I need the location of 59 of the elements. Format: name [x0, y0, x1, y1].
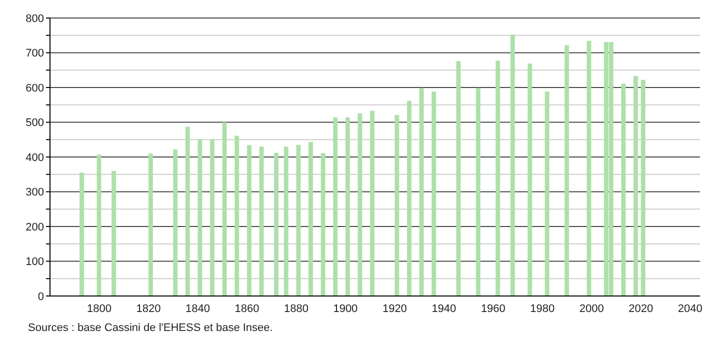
bar: [234, 136, 240, 296]
x-tick-label: 1960: [480, 302, 506, 315]
x-tick-label: 1860: [234, 302, 260, 315]
y-tick-label: 300: [26, 186, 44, 199]
bar: [456, 61, 461, 296]
y-tick-label: 500: [26, 117, 44, 130]
bar: [173, 149, 178, 296]
x-tick-label: 1900: [333, 302, 358, 315]
bar: [345, 117, 350, 296]
bar: [185, 126, 190, 296]
bar: [222, 122, 227, 296]
y-tick-label: 700: [26, 48, 44, 60]
y-tick-label: 600: [26, 82, 44, 94]
source-note: Sources : base Cassini de l'EHESS et base Insee.: [28, 322, 274, 334]
x-tick-label: 1980: [530, 302, 555, 315]
bar: [358, 113, 362, 296]
x-tick-label: 2000: [579, 302, 604, 315]
bar: [333, 117, 338, 296]
bar: [394, 114, 400, 296]
bar: [432, 92, 436, 296]
bar: [148, 154, 153, 296]
bar: [112, 170, 116, 296]
bar: [198, 140, 202, 296]
bar: [544, 92, 550, 296]
bar: [80, 172, 84, 296]
y-tick-label: 0: [38, 290, 44, 303]
x-tick-label: 1820: [136, 302, 161, 315]
bar: [564, 45, 570, 296]
bar: [419, 88, 424, 296]
bar: [496, 60, 500, 296]
bar: [510, 34, 515, 296]
y-tick-label: 100: [26, 256, 44, 268]
y-tick-label: 200: [26, 221, 44, 234]
y-tick-label: 400: [26, 152, 44, 164]
x-tick-label: 2020: [628, 302, 654, 315]
bar: [370, 110, 375, 296]
x-tick-label: 1880: [284, 302, 308, 315]
bar: [640, 80, 646, 296]
x-tick-label: 1800: [87, 302, 112, 315]
bar: [308, 142, 313, 296]
x-tick-label: 2040: [678, 302, 702, 315]
bar: [407, 100, 412, 296]
x-tick-label: 1920: [382, 302, 407, 315]
bar: [634, 76, 638, 296]
bar: [320, 153, 326, 296]
bar: [621, 84, 626, 296]
bar: [210, 140, 214, 296]
x-tick-label: 1940: [432, 302, 456, 315]
x-tick-label: 1840: [185, 302, 210, 315]
bar: [296, 144, 301, 296]
bar: [528, 64, 532, 296]
bar: [586, 40, 592, 296]
bar: [284, 146, 288, 296]
bar: [274, 152, 278, 296]
y-tick-label: 800: [26, 12, 44, 25]
bar: [96, 154, 102, 296]
bar: [476, 88, 480, 296]
bar: [259, 146, 264, 296]
bar: [246, 145, 252, 296]
